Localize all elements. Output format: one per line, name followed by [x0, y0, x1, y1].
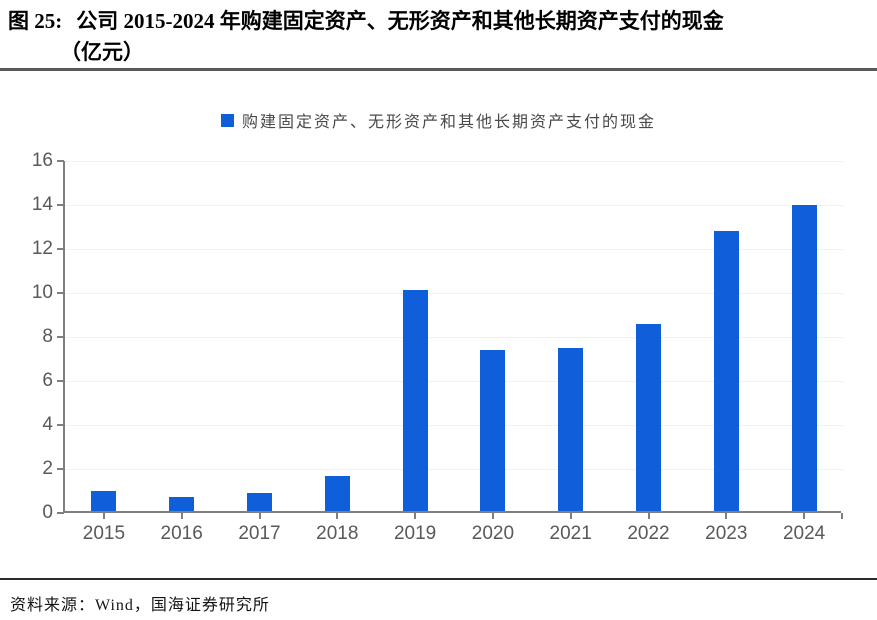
figure-number-label: 图 25:	[8, 9, 63, 33]
x-axis-label-2016: 2016	[160, 523, 203, 544]
figure-title-line1: 图 25: 公司 2015-2024 年购建固定资产、无形资产和其他长期资产支付…	[8, 6, 868, 37]
x-axis-label-2022: 2022	[627, 523, 670, 544]
title-divider-rule	[0, 68, 877, 71]
x-axis-label-2021: 2021	[549, 523, 592, 544]
legend-label: 购建固定资产、无形资产和其他长期资产支付的现金	[241, 114, 656, 131]
gridline-y-2	[65, 468, 843, 470]
y-axis-label-2: 2	[42, 458, 53, 479]
x-axis-tick-2020	[491, 513, 494, 519]
y-axis-label-12: 12	[31, 238, 53, 259]
chart-legend: 购建固定资产、无形资产和其他长期资产支付的现金	[0, 108, 877, 132]
y-axis-tick-0	[57, 512, 64, 514]
bar-2016	[169, 496, 195, 511]
y-axis-label-16: 16	[31, 150, 53, 171]
x-axis-tick-2023	[725, 513, 728, 519]
y-axis-label-0: 0	[42, 502, 53, 523]
figure-title: 图 25: 公司 2015-2024 年购建固定资产、无形资产和其他长期资产支付…	[8, 6, 868, 68]
bar-2021	[558, 348, 584, 511]
x-axis-tick-2019	[414, 513, 417, 519]
x-axis-label-2015: 2015	[82, 523, 126, 544]
figure-title-unit: （亿元）	[60, 40, 144, 64]
x-axis-tick-2015	[102, 513, 105, 519]
gridline-y-12	[65, 248, 843, 250]
x-axis-label-2023: 2023	[705, 523, 748, 544]
x-axis-tick-2018	[336, 513, 339, 519]
plot-area: 0 2 4 6 8 10 12 14 16 2015 2016 2017 2018 2019 2020 202…	[32, 150, 843, 544]
y-axis-label-4: 4	[42, 414, 53, 435]
gridline-y-14	[65, 204, 843, 206]
bar-2015	[91, 491, 117, 511]
y-axis-tick-12	[57, 248, 64, 250]
x-axis-tick-2017	[258, 513, 261, 519]
y-axis-tick-4	[57, 424, 64, 426]
x-axis-label-2019: 2019	[393, 523, 437, 544]
y-axis-tick-8	[57, 336, 64, 338]
x-axis-label-2020: 2020	[471, 523, 515, 544]
x-axis-label-2017: 2017	[238, 523, 281, 544]
x-axis-label-2024: 2024	[782, 523, 826, 544]
gridline-y-16	[65, 160, 843, 162]
data-source-text: 资料来源：Wind，国海证券研究所	[10, 597, 270, 614]
y-axis-label-14: 14	[31, 194, 53, 215]
gridline-y-8	[65, 336, 843, 338]
y-axis-tick-16	[57, 160, 64, 162]
legend-swatch-blue	[220, 113, 234, 127]
y-axis-label-8: 8	[42, 326, 53, 347]
gridline-y-10	[65, 292, 843, 294]
x-axis-tick-2022	[647, 513, 650, 519]
y-axis-tick-6	[57, 380, 64, 382]
gridline-y-4	[65, 424, 843, 426]
bar-2024	[791, 205, 817, 511]
footer-divider-rule	[0, 578, 877, 580]
x-axis-tick-2016	[180, 513, 183, 519]
x-axis-tick-2021	[569, 513, 572, 519]
figure-title-text: 公司 2015-2024 年购建固定资产、无形资产和其他长期资产支付的现金	[76, 9, 724, 33]
bar-2022	[636, 324, 661, 511]
y-axis-label-6: 6	[42, 370, 53, 391]
bar-2019	[402, 289, 428, 511]
bar-2020	[480, 350, 506, 511]
bar-2023	[713, 230, 739, 511]
y-axis-tick-2	[57, 468, 64, 470]
x-axis-end-tick	[841, 513, 843, 519]
x-axis-label-2018: 2018	[316, 523, 359, 544]
y-axis-tick-14	[57, 204, 64, 206]
x-axis-tick-2024	[803, 513, 806, 519]
y-axis-label-10: 10	[31, 282, 53, 303]
bar-2018	[324, 475, 350, 511]
bar-2017	[247, 493, 272, 511]
y-axis-tick-10	[57, 292, 64, 294]
gridline-y-6	[65, 380, 843, 382]
